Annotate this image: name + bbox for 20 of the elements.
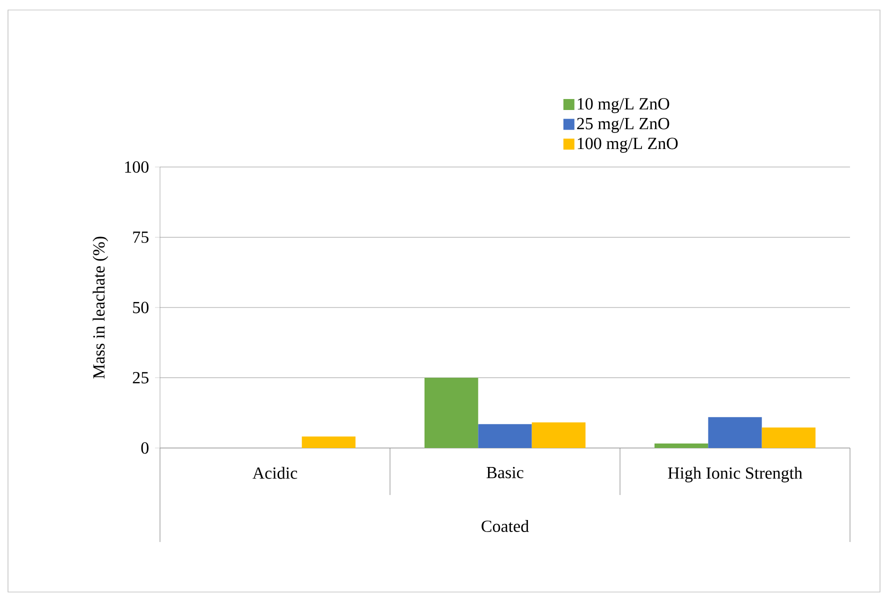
x-axis-title: Coated xyxy=(482,520,529,532)
y-tick-label: 25 xyxy=(132,372,148,384)
y-tick-label: 0 xyxy=(141,442,148,454)
y-tick-label: 100 xyxy=(125,161,148,173)
legend-label: 100 mg/L ZnO xyxy=(578,138,678,153)
y-tick-label: 75 xyxy=(133,232,148,243)
bar xyxy=(302,436,356,448)
bar xyxy=(424,378,478,448)
y-axis-title: Mass in leachate (%) xyxy=(92,236,108,379)
bar xyxy=(532,422,586,448)
x-tick-label: High Ionic Strength xyxy=(668,466,802,482)
bar xyxy=(654,444,708,448)
bar xyxy=(478,424,532,448)
bar xyxy=(762,427,816,448)
y-tick-label: 50 xyxy=(133,302,148,314)
bar xyxy=(708,417,762,448)
x-tick-label: Acidic xyxy=(252,466,298,479)
x-tick-label: Basic xyxy=(486,466,524,478)
legend-label: 10 mg/L ZnO xyxy=(578,98,670,114)
legend-label: 25 mg/L ZnO xyxy=(577,118,670,133)
